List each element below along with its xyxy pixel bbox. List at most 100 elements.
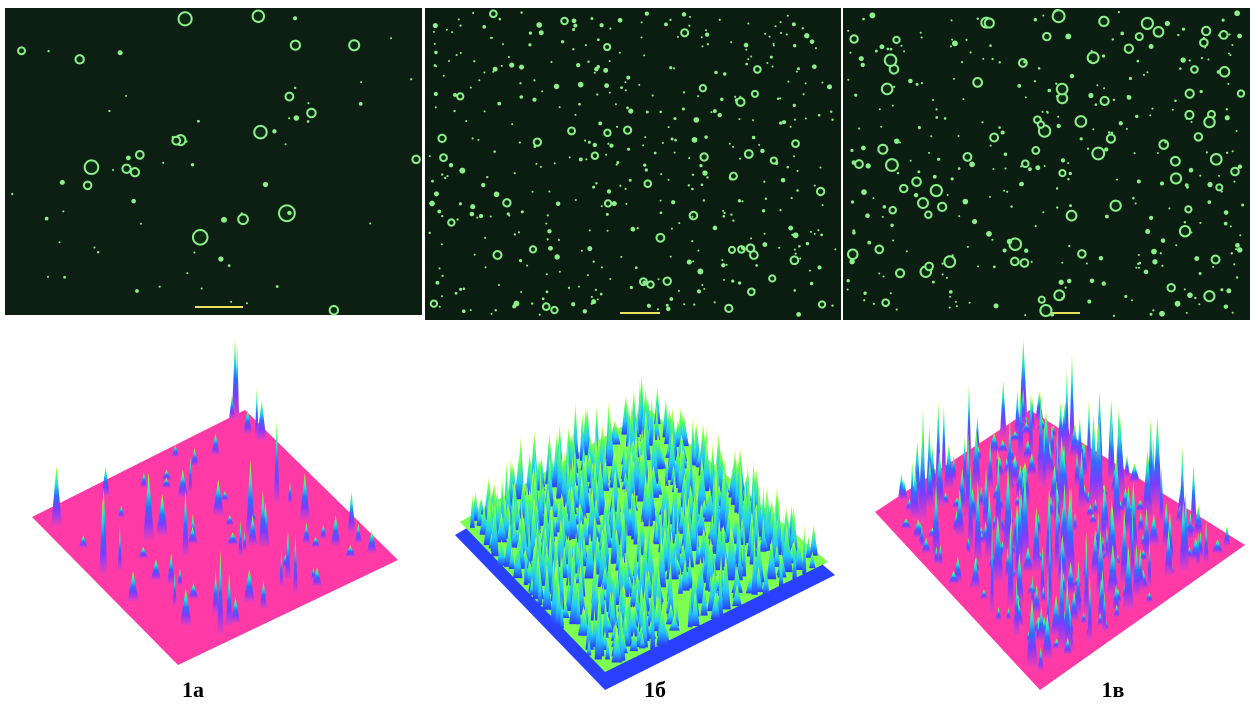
particle [962,98,964,100]
particle [627,148,630,151]
particle [734,96,736,98]
particle [546,290,549,293]
particle [1144,270,1149,275]
particle [791,256,799,264]
particle [1010,205,1012,207]
particle [769,275,775,281]
particle [1168,207,1170,209]
particle [779,97,781,99]
particle [1235,243,1240,248]
particle [792,22,796,26]
particle [443,75,445,77]
particle [1134,152,1136,154]
particle [906,250,908,252]
particle [11,193,13,195]
particle [883,205,886,208]
particle [958,167,961,170]
particle [62,210,64,212]
particle [878,273,880,275]
particle [1108,131,1111,134]
particle [935,108,937,110]
particle [230,301,232,303]
particle [1207,58,1209,60]
particle [908,79,913,84]
particle [1168,284,1175,291]
particle [561,18,568,25]
particle [750,237,752,239]
particle [875,245,883,253]
particle [797,170,799,172]
particle [697,95,699,97]
particle [851,200,854,203]
particle [221,217,227,223]
particle [1220,67,1230,77]
particle [697,289,701,293]
particle [706,176,708,178]
particle [1229,54,1231,56]
particle [1001,130,1005,134]
particle [179,12,192,25]
particle [1067,279,1072,284]
particle [732,146,734,148]
particle [1046,111,1048,113]
particle [991,58,993,60]
particle [932,99,934,101]
particle [671,228,673,230]
particle [752,136,756,140]
particle [1200,90,1203,93]
particle [246,302,248,304]
particle [893,37,899,43]
particle [747,244,755,252]
particle [474,254,476,256]
particle [136,151,144,159]
particle [858,127,860,129]
particle [726,264,728,266]
particle [673,67,675,69]
particle [973,78,982,87]
particle [459,202,462,205]
particle [697,270,700,273]
particle [1103,87,1105,89]
particle [951,19,953,21]
particle [758,144,760,146]
particle [1059,280,1064,285]
particle [597,38,600,41]
particle [674,152,676,154]
particle [462,309,466,313]
particle [692,137,698,143]
particle [532,98,536,102]
particle [536,22,542,28]
particle [1107,134,1115,142]
particle [1201,57,1203,59]
surface-plot [455,373,835,690]
particle [568,287,570,289]
particle [730,213,732,215]
particle [644,136,646,138]
particle [748,289,755,296]
particle [745,63,748,66]
particle [587,246,592,251]
particle [729,247,735,253]
particle [47,276,49,278]
particle [587,274,589,276]
particle [509,62,514,67]
particle [1116,179,1118,181]
particle [1038,121,1044,127]
particle [1070,74,1074,78]
particle [605,200,611,206]
particle [186,272,188,274]
particle [654,152,657,155]
particle [1237,34,1242,39]
particle [470,212,475,217]
particle [434,43,436,45]
particle [765,198,767,200]
particle [1078,250,1086,258]
particle [949,290,953,294]
particle [1092,148,1104,160]
particle [1127,95,1132,100]
particle [1135,203,1137,205]
particle [1090,279,1094,283]
particle [1020,165,1022,167]
particle [583,309,587,313]
particle [810,39,815,44]
